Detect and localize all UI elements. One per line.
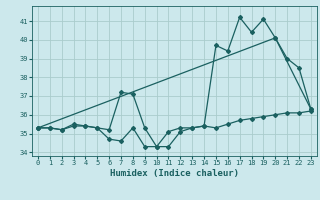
X-axis label: Humidex (Indice chaleur): Humidex (Indice chaleur): [110, 169, 239, 178]
